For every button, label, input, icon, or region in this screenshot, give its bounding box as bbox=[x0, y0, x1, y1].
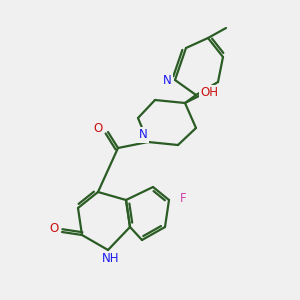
Text: O: O bbox=[93, 122, 103, 134]
Text: NH: NH bbox=[102, 253, 120, 266]
Text: N: N bbox=[139, 128, 147, 142]
Text: N: N bbox=[163, 74, 171, 86]
Text: O: O bbox=[50, 223, 58, 236]
Text: F: F bbox=[180, 191, 186, 205]
Text: OH: OH bbox=[200, 86, 218, 100]
